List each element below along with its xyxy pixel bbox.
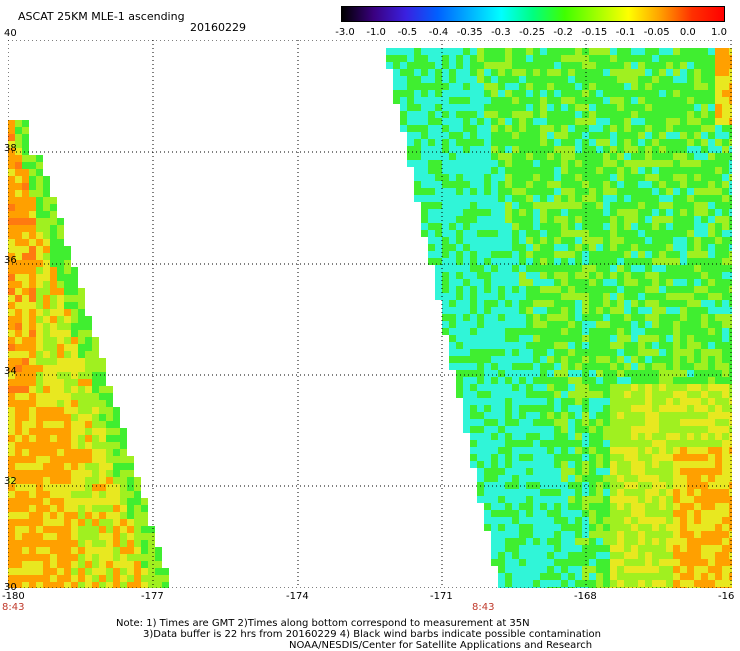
lon-label-174: -174 — [286, 591, 309, 602]
colorbar-tick-label: -0.3 — [491, 27, 511, 38]
lat-label-36: 36 — [4, 255, 17, 266]
lat-label-32: 32 — [4, 476, 17, 487]
note-line-2: 3)Data buffer is 22 hrs from 20160229 4)… — [143, 629, 601, 640]
lon-label-168: -168 — [574, 591, 597, 602]
map-plot — [8, 40, 732, 588]
colorbar-tick-label: -0.4 — [428, 27, 449, 38]
lon-label-177: -177 — [141, 591, 164, 602]
lon-label-180: -180 — [2, 591, 25, 602]
colorbar-tick-label: -0.05 — [643, 27, 670, 38]
lon-label-171: -171 — [430, 591, 453, 602]
time-label-2: 8:43 — [472, 602, 495, 613]
colorbar-tick-label: -0.2 — [553, 27, 573, 38]
colorbar-tick-label: -0.25 — [519, 27, 545, 38]
colorbar — [341, 6, 725, 22]
colorbar-tick-label: -0.15 — [581, 27, 608, 38]
lat-label-40: 40 — [4, 28, 17, 39]
map-date: 20160229 — [190, 21, 246, 34]
colorbar-tick-label: 0.0 — [679, 27, 696, 38]
colorbar-tick-label: -3.0 — [335, 27, 355, 38]
lon-label-165: -16 — [718, 591, 735, 602]
time-label-1: 8:43 — [2, 602, 25, 613]
colorbar-tick-label: -1.0 — [366, 27, 386, 38]
map-title: ASCAT 25KM MLE-1 ascending — [18, 10, 185, 23]
lat-label-34: 34 — [4, 366, 17, 377]
lat-label-30: 30 — [4, 582, 17, 593]
colorbar-tick-label: -0.1 — [615, 27, 636, 38]
colorbar-tick-label: -0.5 — [397, 27, 418, 38]
colorbar-tick-label: 1.0 — [711, 27, 727, 38]
colorbar-tick-label: -0.35 — [456, 27, 483, 38]
note-line-3: NOAA/NESDIS/Center for Satellite Applica… — [289, 640, 593, 651]
note-line-1: Note: 1) Times are GMT 2)Times along bot… — [116, 618, 530, 629]
lat-label-38: 38 — [4, 143, 17, 154]
